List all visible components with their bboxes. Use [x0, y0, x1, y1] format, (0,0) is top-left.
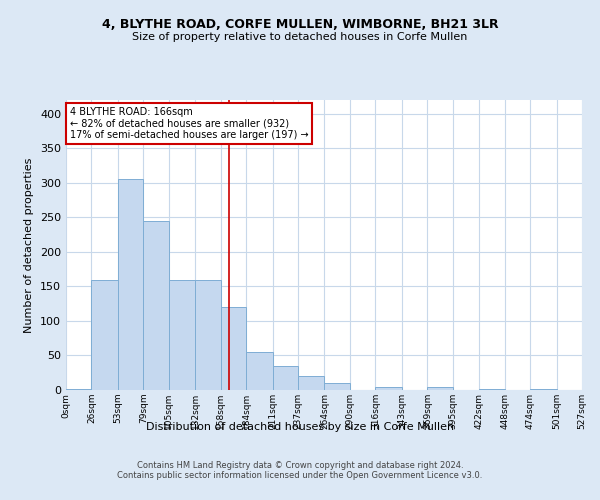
Bar [195, 280, 221, 390]
Bar [221, 307, 246, 390]
Bar [143, 221, 169, 390]
Bar [91, 280, 118, 390]
Text: Size of property relative to detached houses in Corfe Mullen: Size of property relative to detached ho… [133, 32, 467, 42]
Text: 4, BLYTHE ROAD, CORFE MULLEN, WIMBORNE, BH21 3LR: 4, BLYTHE ROAD, CORFE MULLEN, WIMBORNE, … [101, 18, 499, 30]
Text: Contains HM Land Registry data © Crown copyright and database right 2024.
Contai: Contains HM Land Registry data © Crown c… [118, 460, 482, 480]
Bar [427, 386, 453, 390]
Bar [530, 388, 557, 390]
Bar [169, 280, 195, 390]
Bar [325, 383, 350, 390]
Bar [272, 366, 298, 390]
Bar [66, 388, 91, 390]
Text: 4 BLYTHE ROAD: 166sqm
← 82% of detached houses are smaller (932)
17% of semi-det: 4 BLYTHE ROAD: 166sqm ← 82% of detached … [70, 107, 308, 140]
Bar [376, 386, 402, 390]
Bar [298, 376, 325, 390]
Text: Distribution of detached houses by size in Corfe Mullen: Distribution of detached houses by size … [146, 422, 454, 432]
Bar [479, 388, 505, 390]
Bar [118, 180, 143, 390]
Bar [246, 352, 272, 390]
Y-axis label: Number of detached properties: Number of detached properties [25, 158, 34, 332]
